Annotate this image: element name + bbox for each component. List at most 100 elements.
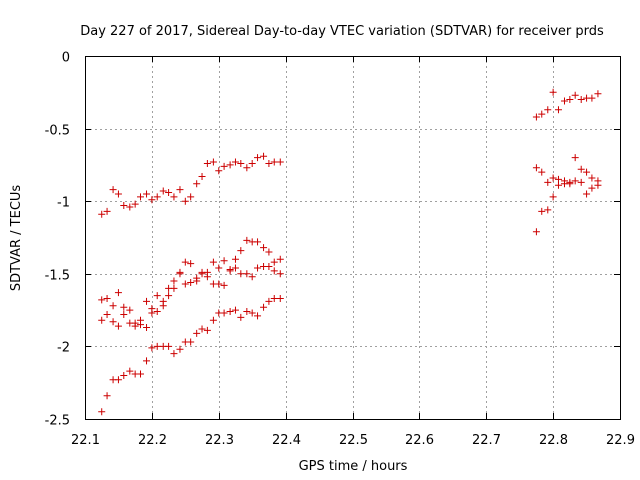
data-point — [137, 370, 145, 378]
data-point — [131, 322, 139, 330]
data-point — [583, 190, 591, 198]
data-point — [203, 326, 211, 334]
data-point — [220, 257, 228, 265]
data-point — [103, 294, 111, 302]
data-point — [532, 113, 540, 121]
data-point — [143, 297, 151, 305]
data-point — [243, 308, 251, 316]
data-point — [220, 162, 228, 170]
data-point — [109, 302, 117, 310]
data-point — [181, 258, 189, 266]
data-point — [260, 152, 268, 160]
data-point — [538, 168, 546, 176]
data-point — [237, 159, 245, 167]
data-point — [566, 180, 574, 188]
data-point — [198, 270, 206, 278]
data-point — [226, 161, 234, 169]
data-point — [170, 277, 178, 285]
data-point — [126, 306, 134, 314]
data-point — [276, 270, 284, 278]
data-point — [181, 280, 189, 288]
data-point — [231, 158, 239, 166]
data-points — [98, 88, 602, 416]
data-point — [270, 258, 278, 266]
data-point — [109, 318, 117, 326]
data-point — [114, 190, 122, 198]
data-point — [159, 302, 167, 310]
data-point — [220, 281, 228, 289]
data-point — [265, 159, 273, 167]
x-tick-label: 22.2 — [138, 433, 167, 448]
data-point — [153, 193, 161, 201]
data-point — [243, 164, 251, 172]
axis-ticks: 22.1 22.2 22.3 22.4 22.5 22.6 22.7 22.8 22.9 0 -0.… — [45, 51, 635, 449]
data-point — [594, 90, 602, 98]
data-point — [103, 392, 111, 400]
data-point — [176, 186, 184, 194]
data-point — [270, 267, 278, 275]
data-point — [577, 96, 585, 104]
data-point — [137, 321, 145, 329]
x-tick-label: 22.6 — [405, 433, 434, 448]
data-point — [114, 289, 122, 297]
data-point — [148, 309, 156, 317]
data-point — [544, 206, 552, 214]
data-point — [159, 187, 167, 195]
data-point — [260, 244, 268, 252]
data-point — [566, 96, 574, 104]
data-point — [237, 270, 245, 278]
data-point — [276, 255, 284, 263]
data-point — [220, 309, 228, 317]
data-point — [176, 268, 184, 276]
x-tick-label: 22.9 — [606, 433, 635, 448]
data-point — [532, 164, 540, 172]
data-point — [577, 165, 585, 173]
data-point — [248, 273, 256, 281]
data-point — [583, 168, 591, 176]
data-point — [554, 175, 562, 183]
grid — [85, 56, 620, 419]
data-point — [165, 342, 173, 350]
data-point — [148, 344, 156, 352]
data-point — [170, 284, 178, 292]
data-point — [237, 313, 245, 321]
data-point — [538, 207, 546, 215]
data-point — [237, 247, 245, 255]
x-axis-label: GPS time / hours — [299, 459, 408, 474]
data-point — [560, 97, 568, 105]
data-point — [103, 207, 111, 215]
data-point — [532, 228, 540, 236]
data-point — [248, 309, 256, 317]
data-point — [114, 322, 122, 330]
data-point — [137, 193, 145, 201]
data-point — [215, 264, 223, 272]
data-point — [226, 308, 234, 316]
data-point — [554, 106, 562, 114]
data-point — [260, 303, 268, 311]
data-point — [243, 270, 251, 278]
data-point — [98, 296, 106, 304]
data-point — [165, 292, 173, 300]
data-point — [254, 264, 262, 272]
data-point — [544, 106, 552, 114]
data-point — [193, 329, 201, 337]
data-point — [120, 371, 128, 379]
data-point — [153, 342, 161, 350]
data-point — [170, 193, 178, 201]
data-point — [153, 308, 161, 316]
y-tick-label: 0 — [62, 51, 70, 66]
data-point — [265, 248, 273, 256]
data-point — [203, 159, 211, 167]
data-point — [276, 158, 284, 166]
data-point — [98, 316, 106, 324]
x-tick-label: 22.7 — [472, 433, 501, 448]
x-tick-label: 22.3 — [205, 433, 234, 448]
x-tick-label: 22.4 — [272, 433, 301, 448]
data-point — [176, 345, 184, 353]
y-tick-label: -2.5 — [45, 414, 70, 429]
data-point — [181, 197, 189, 205]
data-point — [560, 177, 568, 185]
data-point — [276, 294, 284, 302]
data-point — [594, 181, 602, 189]
data-point — [577, 178, 585, 186]
